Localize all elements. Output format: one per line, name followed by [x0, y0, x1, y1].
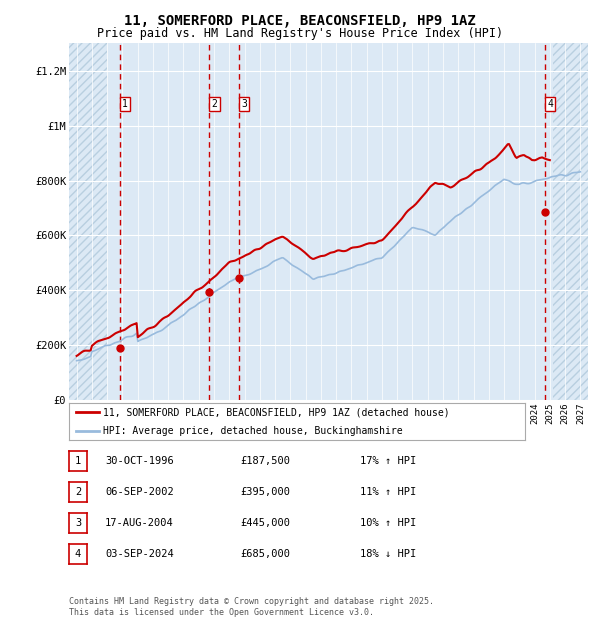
Text: 4: 4: [547, 99, 553, 109]
Text: 2: 2: [75, 487, 81, 497]
Text: 06-SEP-2002: 06-SEP-2002: [105, 487, 174, 497]
Text: 30-OCT-1996: 30-OCT-1996: [105, 456, 174, 466]
Text: £395,000: £395,000: [240, 487, 290, 497]
Text: 17% ↑ HPI: 17% ↑ HPI: [360, 456, 416, 466]
Text: 11, SOMERFORD PLACE, BEACONSFIELD, HP9 1AZ: 11, SOMERFORD PLACE, BEACONSFIELD, HP9 1…: [124, 14, 476, 28]
Text: 10% ↑ HPI: 10% ↑ HPI: [360, 518, 416, 528]
Text: 3: 3: [75, 518, 81, 528]
Text: HPI: Average price, detached house, Buckinghamshire: HPI: Average price, detached house, Buck…: [103, 426, 403, 436]
Text: Contains HM Land Registry data © Crown copyright and database right 2025.
This d: Contains HM Land Registry data © Crown c…: [69, 598, 434, 617]
Bar: [553, 43, 588, 400]
Text: 11% ↑ HPI: 11% ↑ HPI: [360, 487, 416, 497]
Text: £187,500: £187,500: [240, 456, 290, 466]
Bar: [69, 43, 107, 400]
Text: 17-AUG-2004: 17-AUG-2004: [105, 518, 174, 528]
Text: 03-SEP-2024: 03-SEP-2024: [105, 549, 174, 559]
Text: £685,000: £685,000: [240, 549, 290, 559]
Text: 3: 3: [241, 99, 247, 109]
Text: 2: 2: [211, 99, 217, 109]
Text: £445,000: £445,000: [240, 518, 290, 528]
Text: Price paid vs. HM Land Registry's House Price Index (HPI): Price paid vs. HM Land Registry's House …: [97, 27, 503, 40]
Text: 11, SOMERFORD PLACE, BEACONSFIELD, HP9 1AZ (detached house): 11, SOMERFORD PLACE, BEACONSFIELD, HP9 1…: [103, 407, 450, 417]
Text: 18% ↓ HPI: 18% ↓ HPI: [360, 549, 416, 559]
Text: 1: 1: [122, 99, 128, 109]
Text: 1: 1: [75, 456, 81, 466]
Text: 4: 4: [75, 549, 81, 559]
